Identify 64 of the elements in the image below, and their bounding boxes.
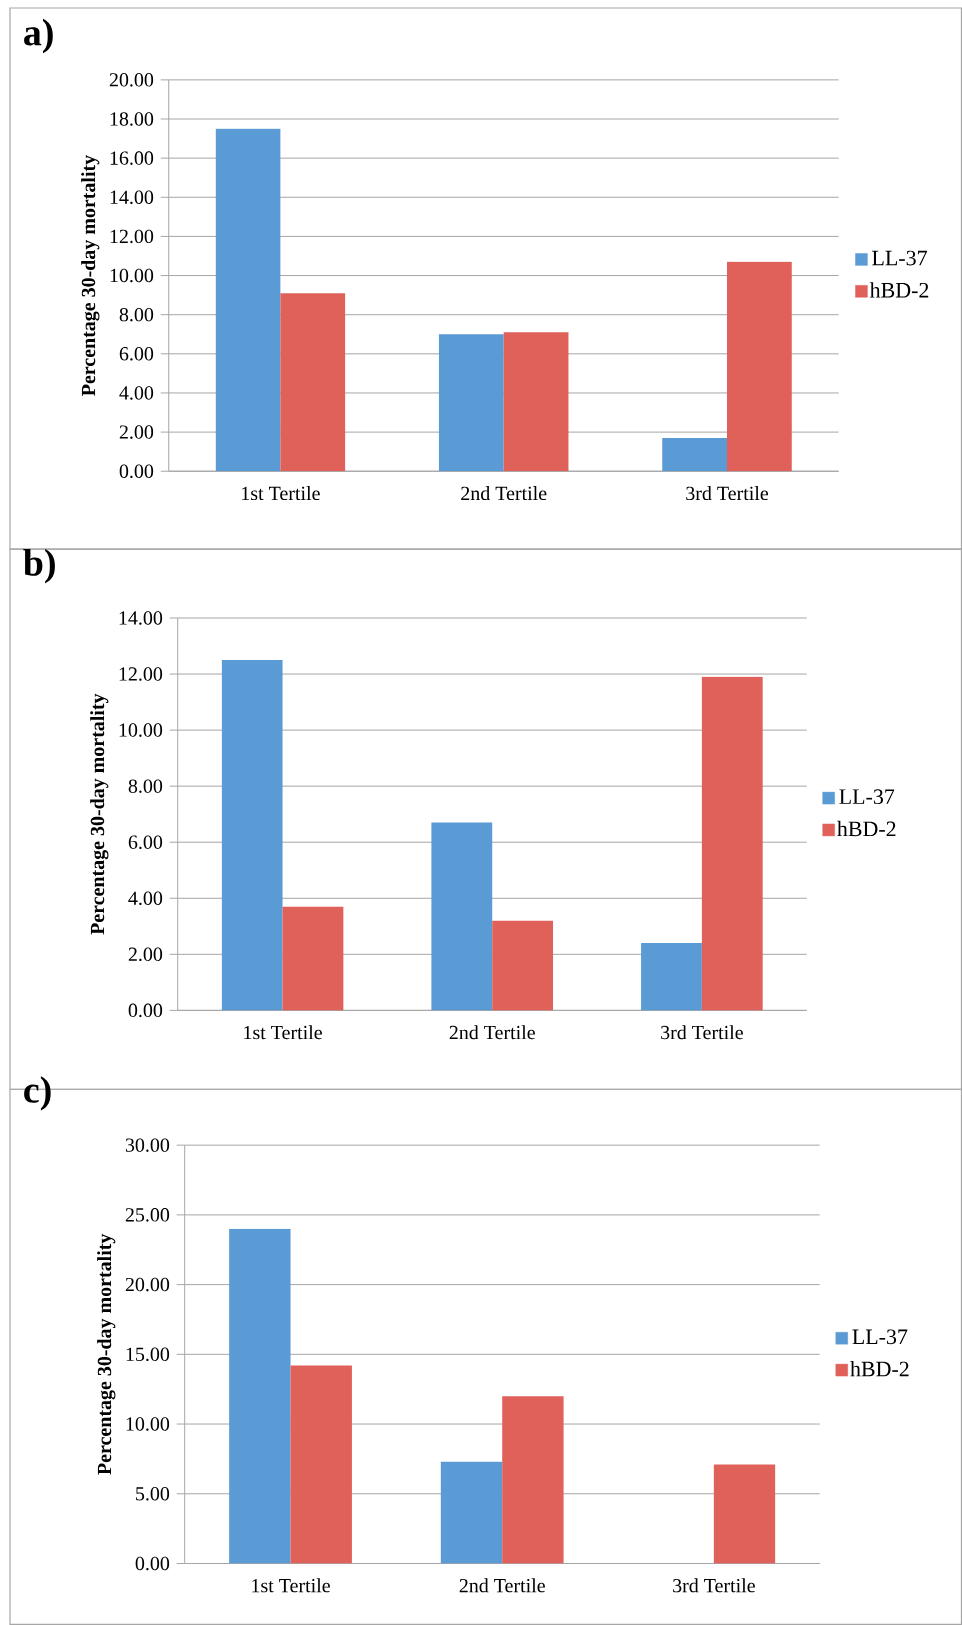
- y-axis-title: Percentage 30-day mortality: [90, 693, 109, 935]
- x-tick-label: 1st Tertile: [242, 486, 320, 501]
- bar: [726, 261, 792, 472]
- x-tick-label: 1st Tertile: [252, 1578, 330, 1593]
- x-tick-label: 3rd Tertile: [686, 486, 769, 501]
- legend-label: hBD-2: [850, 1360, 909, 1377]
- bar: [492, 920, 553, 1011]
- y-tick-label: 20.00: [109, 73, 154, 87]
- x-tick-label: 2nd Tertile: [461, 486, 547, 501]
- bar: [280, 293, 346, 472]
- legend-label: LL-37: [852, 1329, 908, 1345]
- y-tick-label: 2.00: [119, 425, 154, 439]
- legend-label: hBD-2: [869, 282, 929, 298]
- y-tick-label: 15.00: [126, 1347, 170, 1362]
- x-tick-label: 3rd Tertile: [661, 1025, 743, 1040]
- y-axis-title: Percentage 30-day mortality: [81, 155, 100, 396]
- chart-title: c): [24, 1076, 51, 1111]
- bar: [221, 660, 283, 1011]
- bar: [215, 128, 281, 472]
- y-tick-label: 8.00: [119, 307, 154, 322]
- y-axis-title: Percentage 30-day mortality: [97, 1233, 116, 1475]
- y-tick-label: 6.00: [119, 347, 154, 361]
- legend-label: hBD-2: [837, 820, 896, 837]
- y-tick-label: 4.00: [128, 891, 163, 906]
- bar: [282, 906, 344, 1011]
- y-tick-label: 14.00: [110, 190, 154, 205]
- y-tick-label: 6.00: [128, 835, 163, 849]
- y-tick-label: 0.00: [128, 1003, 163, 1018]
- y-tick-label: 18.00: [110, 112, 154, 126]
- y-tick-label: 12.00: [119, 667, 163, 681]
- y-tick-label: 30.00: [125, 1138, 170, 1152]
- x-tick-label: 3rd Tertile: [673, 1578, 755, 1593]
- chart-title: b): [23, 548, 55, 584]
- y-tick-label: 5.00: [136, 1486, 170, 1501]
- y-tick-label: 10.00: [119, 723, 163, 737]
- y-tick-label: 10.00: [126, 1417, 170, 1431]
- bar: [229, 1228, 291, 1564]
- y-tick-label: 8.00: [128, 779, 163, 793]
- legend-label: LL-37: [872, 250, 927, 266]
- x-tick-label: 2nd Tertile: [449, 1025, 535, 1040]
- bar: [438, 334, 504, 472]
- y-tick-label: 0.00: [135, 1556, 170, 1571]
- y-tick-label: 20.00: [125, 1277, 170, 1292]
- chart-title: a): [24, 18, 53, 54]
- bar: [641, 943, 702, 1011]
- bar: [431, 822, 493, 1011]
- x-tick-label: 2nd Tertile: [459, 1578, 545, 1593]
- bar: [713, 1464, 776, 1564]
- y-tick-label: 2.00: [128, 947, 163, 962]
- bar: [662, 437, 727, 472]
- x-tick-label: 1st Tertile: [244, 1025, 322, 1040]
- bar: [440, 1461, 503, 1564]
- y-tick-label: 4.00: [119, 386, 154, 400]
- y-tick-label: 10.00: [110, 268, 154, 283]
- y-tick-label: 12.00: [110, 229, 154, 244]
- y-tick-label: 0.00: [119, 464, 154, 479]
- bar: [290, 1365, 352, 1564]
- y-tick-label: 14.00: [119, 611, 163, 625]
- y-tick-label: 16.00: [110, 151, 154, 165]
- legend-label: LL-37: [839, 789, 895, 805]
- bar: [503, 332, 569, 472]
- y-tick-label: 25.00: [125, 1208, 170, 1222]
- bar: [701, 676, 763, 1011]
- bar: [502, 1396, 564, 1564]
